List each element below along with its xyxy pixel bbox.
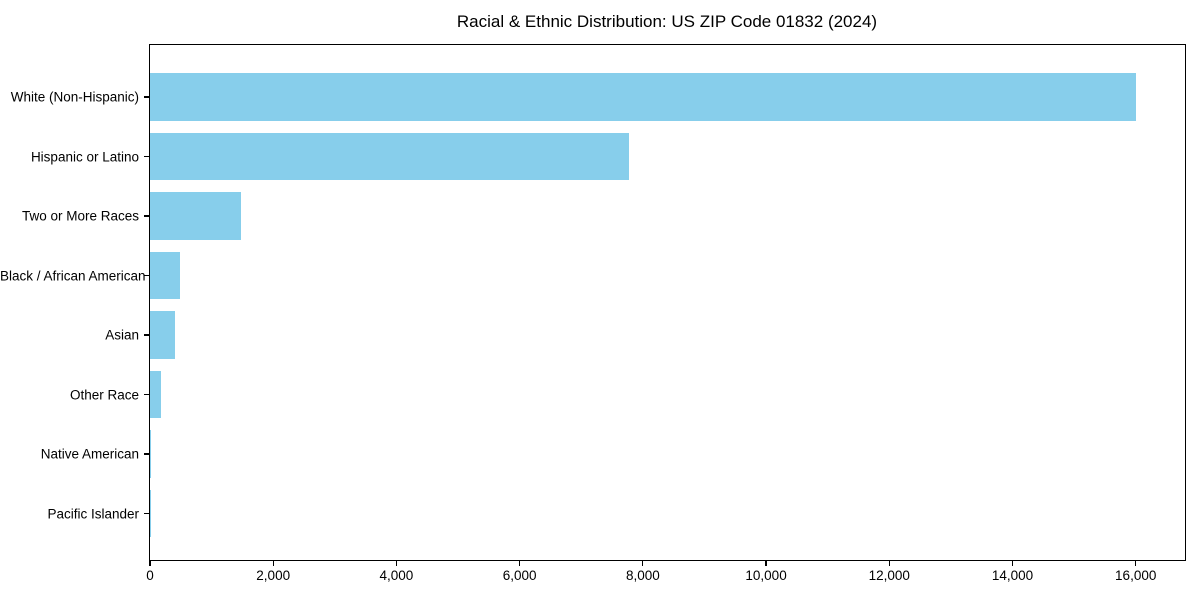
x-tick-label: 16,000 [1115,568,1157,583]
x-tick-mark [642,561,644,566]
x-tick-mark [1011,561,1014,566]
y-axis-label: Asian [105,327,139,343]
x-tick-mark [149,561,151,566]
y-axis-label: Hispanic or Latino [30,149,139,164]
x-tick-label: 4,000 [379,568,414,583]
y-axis-label: Black / African American [0,268,146,283]
x-tick-label: 10,000 [745,568,787,583]
bar-black-african-american [150,251,180,300]
chart-title: Racial & Ethnic Distribution: US ZIP Cod… [456,12,878,31]
plot-area [149,44,1186,561]
bar-two-or-more-races [150,192,242,240]
x-tick-label: 14,000 [991,568,1034,583]
x-tick-label: 0 [146,568,154,583]
y-tick-mark [144,215,149,217]
x-tick-label: 6,000 [502,568,537,583]
y-tick-mark [144,274,149,277]
y-tick-mark [144,334,149,336]
x-tick-label: 12,000 [868,568,910,583]
y-axis-label: Other Race [69,387,139,402]
x-tick-mark [1135,561,1137,566]
bar-native-american [150,430,152,478]
y-axis-label: Two or More Races [21,208,139,224]
y-tick-mark [144,393,149,396]
x-tick-mark [272,561,274,566]
bar-pacific-islander [150,489,151,538]
x-tick-label: 8,000 [625,568,660,583]
x-tick-mark [395,561,398,566]
y-tick-mark [144,96,149,98]
x-tick-mark [765,561,767,566]
y-axis-label: White (Non-Hispanic) [10,89,139,105]
x-tick-mark [888,561,890,566]
x-tick-label: 2,000 [256,568,291,583]
y-tick-mark [144,155,149,158]
bar-white-non-hispanic [150,73,1136,121]
x-tick-mark [519,561,521,566]
y-tick-mark [144,512,149,515]
y-axis-label: Pacific Islander [47,506,139,521]
bar-asian [150,311,175,359]
y-tick-mark [144,453,149,455]
y-axis-label: Native American [40,446,139,462]
bar-hispanic-or-latino [150,132,629,181]
bar-other-race [150,370,162,419]
